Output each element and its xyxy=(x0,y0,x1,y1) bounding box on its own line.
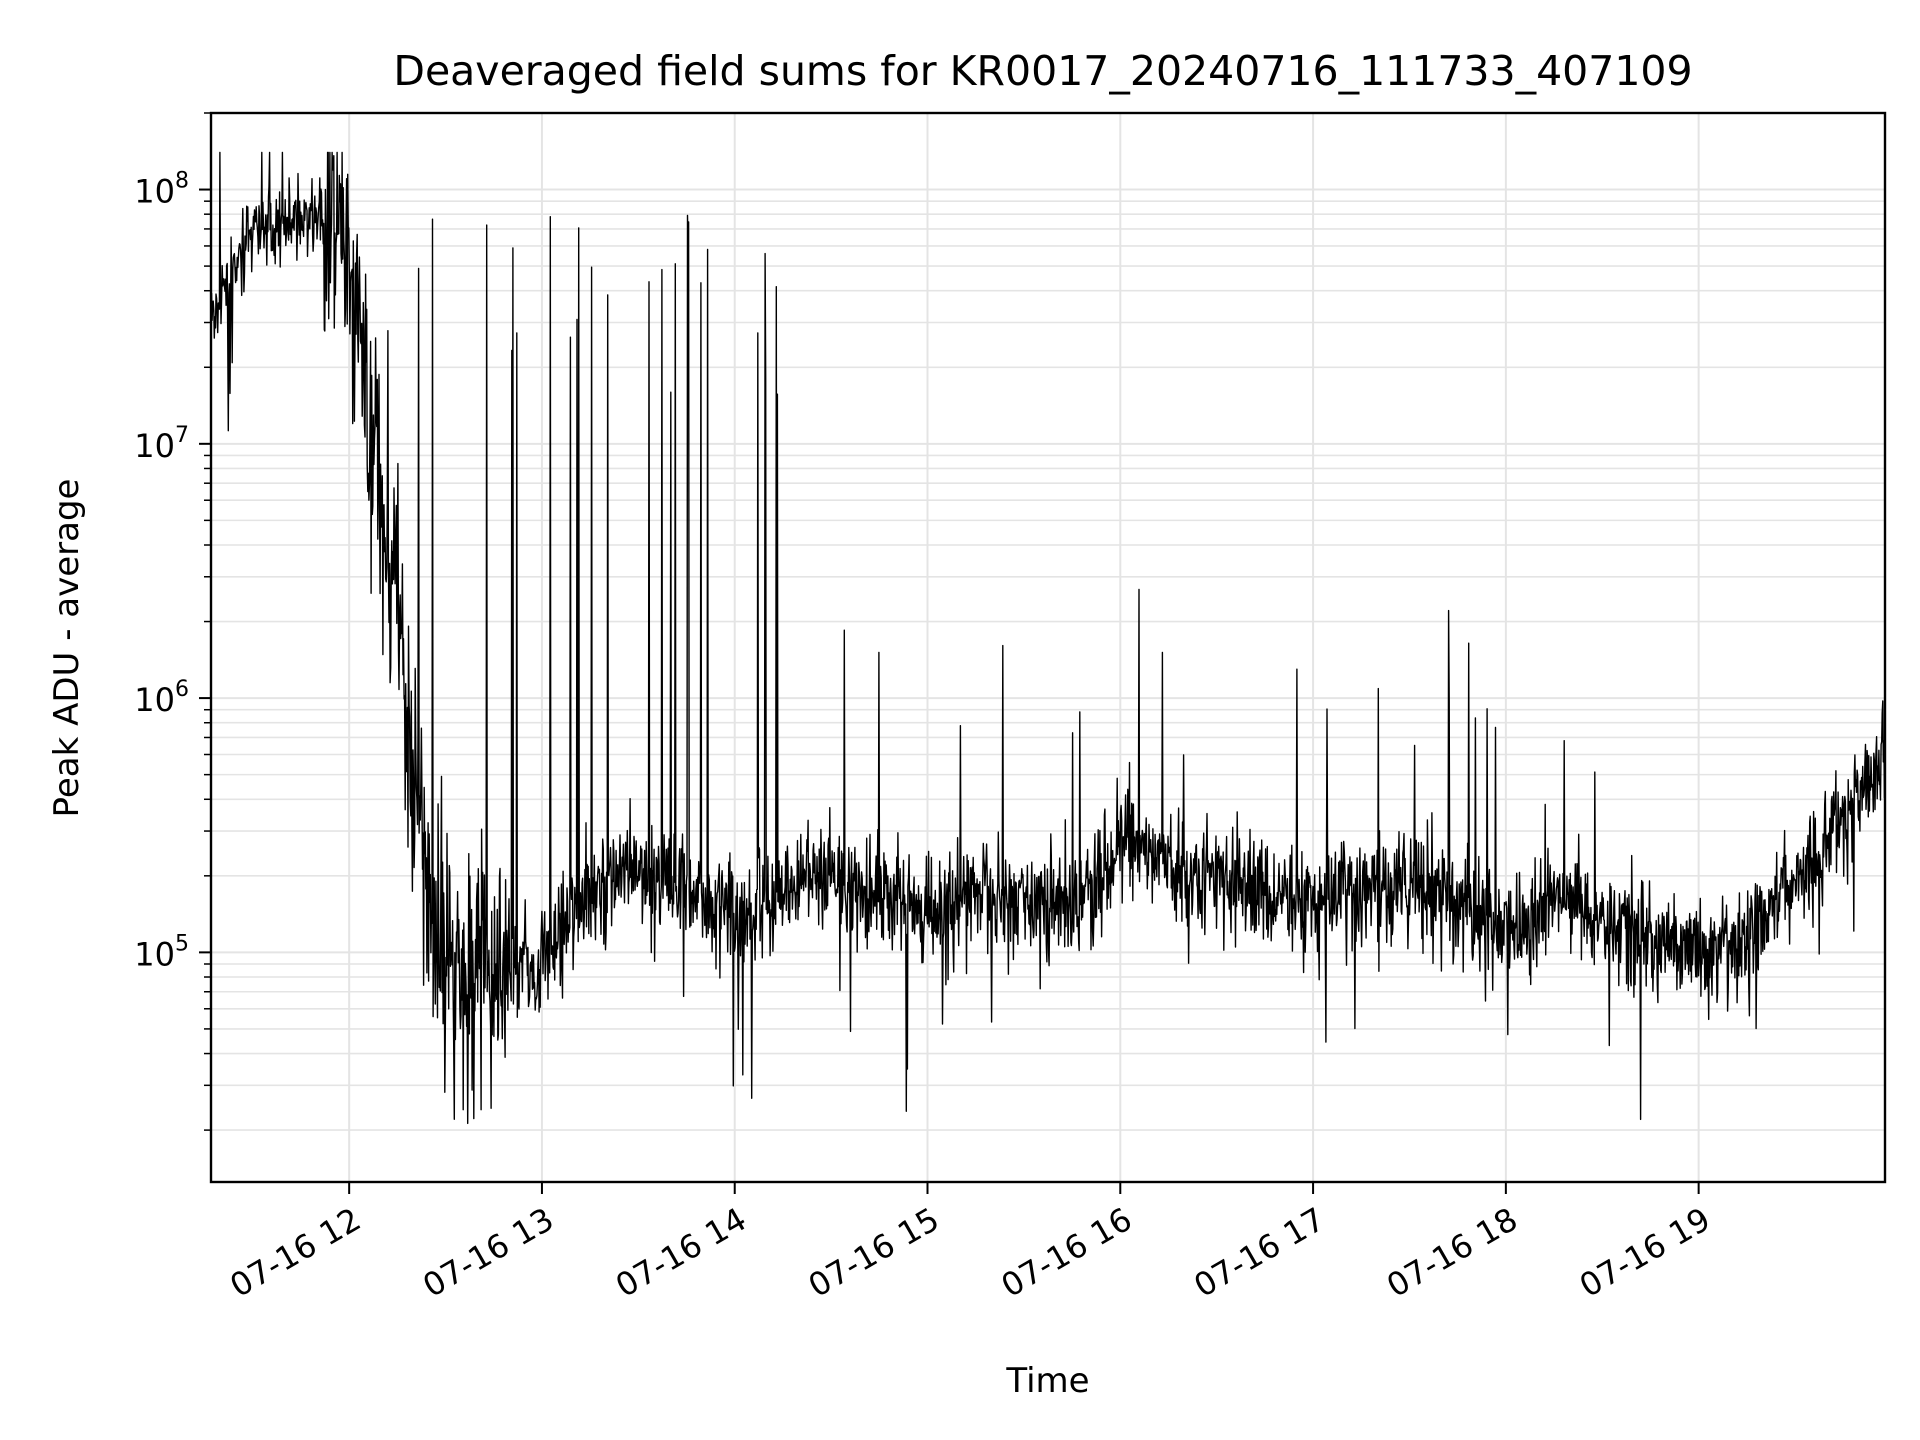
y-tick-label: 105 xyxy=(134,931,189,973)
y-tick-label: 107 xyxy=(134,423,189,465)
y-tick-label: 108 xyxy=(134,169,189,211)
x-axis-label: Time xyxy=(1005,1361,1089,1401)
chart-title: Deaveraged field sums for KR0017_2024071… xyxy=(393,47,1692,95)
y-axis: 105 106 107 108 xyxy=(134,112,211,1131)
plot-frame xyxy=(209,111,1887,1184)
y-axis-label: Peak ADU - average xyxy=(47,479,87,818)
y-tick-label: 106 xyxy=(134,677,189,719)
data-series-line xyxy=(211,151,1885,1125)
